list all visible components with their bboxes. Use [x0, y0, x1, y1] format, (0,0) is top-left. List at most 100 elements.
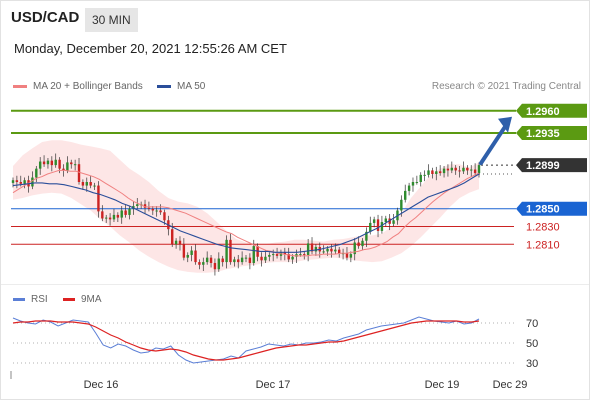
candle [104, 217, 108, 219]
legend-9ma: 9MA [63, 294, 102, 305]
candle [73, 164, 77, 166]
candle [35, 168, 38, 178]
rsi-ma9-line [12, 320, 480, 361]
candle [186, 254, 189, 258]
candle [155, 210, 158, 212]
x-tick-label: Dec 19 [425, 379, 460, 391]
candle [310, 243, 314, 252]
candle [450, 167, 454, 171]
candle [174, 240, 178, 245]
candle [407, 185, 411, 191]
candle [291, 256, 294, 260]
candle [225, 239, 228, 263]
candle [217, 258, 221, 270]
level-tag-resistance [516, 103, 587, 118]
candle [473, 169, 477, 174]
candle [372, 219, 376, 223]
level-label-support: 1.2810 [526, 239, 560, 251]
candle [470, 169, 473, 171]
credit-text: Research © 2021 Trading Central [431, 81, 581, 92]
candle [178, 240, 182, 245]
x-tick-label: Dec 17 [256, 379, 291, 391]
candle [19, 182, 22, 184]
candle [404, 190, 407, 200]
candle [314, 246, 318, 252]
candle [349, 254, 353, 258]
candle [427, 170, 430, 175]
symbol-label[interactable]: USD/CAD [11, 9, 80, 26]
candle [233, 259, 236, 263]
legend-ma-bb: MA 20 + Bollinger Bands [13, 81, 143, 92]
level-label-support: 1.2830 [526, 222, 560, 234]
rsi-swatch [13, 297, 25, 301]
candle [411, 182, 415, 186]
legend-ma50-label: MA 50 [177, 81, 206, 92]
ma50-line [12, 173, 480, 253]
candle [81, 182, 85, 186]
candle [438, 171, 442, 174]
candle [337, 249, 341, 254]
candle [38, 161, 42, 169]
level-label-current: 1.2899 [526, 160, 560, 172]
candle [369, 222, 372, 232]
candle [229, 239, 232, 263]
candle [353, 242, 356, 255]
timeframe-button[interactable]: 30 MIN [85, 8, 138, 32]
candle [163, 212, 166, 221]
candle [365, 231, 368, 241]
candle [244, 257, 248, 259]
candle [50, 160, 54, 166]
ma9-swatch [63, 297, 75, 301]
candle [306, 243, 310, 255]
candle [101, 211, 104, 219]
candle [462, 167, 465, 172]
candle [326, 248, 329, 252]
legend-ma-bb-label: MA 20 + Bollinger Bands [33, 81, 143, 92]
ma50-swatch [157, 84, 171, 88]
candle [423, 174, 426, 176]
legend-9ma-label: 9MA [81, 294, 102, 305]
candle [42, 161, 46, 165]
candle [454, 167, 457, 171]
candle [322, 251, 325, 253]
candle [264, 256, 267, 261]
candle [120, 210, 123, 218]
candle [400, 199, 403, 211]
candle [143, 204, 147, 208]
candle [392, 220, 395, 224]
candle [11, 180, 15, 183]
candle [252, 246, 255, 263]
candle [260, 256, 263, 261]
rsi-tick-label: 50 [526, 338, 538, 350]
candle [466, 167, 469, 171]
forecast-arrow-shaft [479, 124, 507, 166]
candle [384, 218, 388, 223]
candle [66, 162, 69, 171]
level-tag-resistance [516, 126, 587, 141]
candle [198, 262, 201, 265]
candle [221, 258, 224, 263]
candle [70, 162, 73, 165]
candle [62, 168, 65, 171]
legend-rsi: RSI [13, 294, 48, 305]
level-label-resistance: 1.2960 [526, 106, 560, 118]
candle [435, 171, 438, 174]
level-label-pivot: 1.2850 [526, 204, 560, 216]
ma20-line [12, 169, 480, 257]
candle [287, 254, 290, 260]
candle [171, 229, 174, 245]
candle [77, 164, 81, 182]
candle [357, 242, 360, 247]
candle [85, 182, 88, 186]
candle [361, 240, 364, 247]
candle [330, 248, 333, 252]
candle [124, 210, 127, 215]
candle [202, 262, 205, 265]
rsi-tick-label: 70 [526, 318, 538, 330]
candle [380, 222, 384, 231]
candle [458, 170, 461, 172]
candle [442, 168, 446, 174]
ma20-swatch [13, 84, 27, 88]
